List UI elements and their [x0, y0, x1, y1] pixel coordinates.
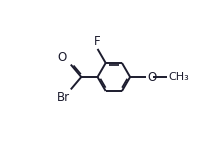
Text: Br: Br — [57, 91, 70, 104]
Text: F: F — [94, 35, 101, 48]
Text: CH₃: CH₃ — [168, 72, 189, 82]
Text: O: O — [147, 71, 157, 83]
Text: O: O — [58, 51, 67, 64]
